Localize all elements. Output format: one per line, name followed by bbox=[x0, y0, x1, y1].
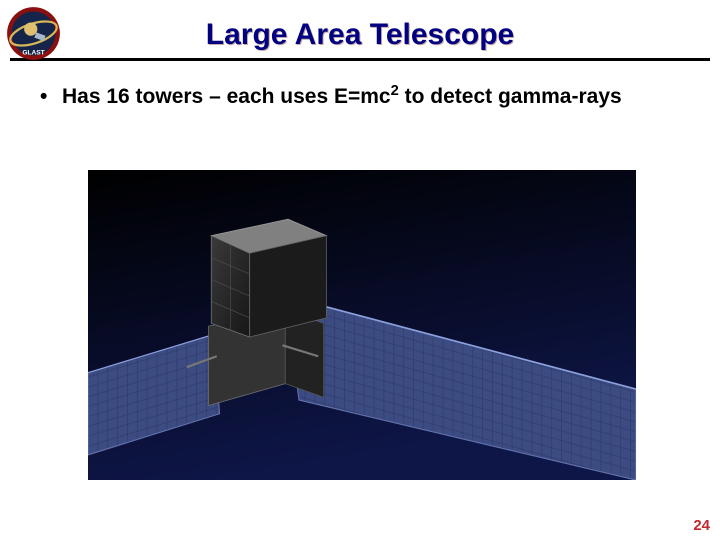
bullet-list: • Has 16 towers – each uses E=mc2 to det… bbox=[0, 61, 720, 111]
slide-title: Large Area Telescope bbox=[206, 18, 514, 52]
bullet-text-suffix: to detect gamma-rays bbox=[399, 85, 622, 108]
logo-label: GLAST bbox=[22, 49, 44, 56]
bullet-marker: • bbox=[40, 83, 62, 111]
spacecraft-figure bbox=[88, 170, 636, 480]
bullet-text-sup: 2 bbox=[391, 83, 399, 99]
mission-logo-icon: GLAST bbox=[6, 6, 61, 61]
bullet-text: Has 16 towers – each uses E=mc2 to detec… bbox=[62, 83, 622, 111]
page-number: 24 bbox=[693, 517, 710, 534]
bullet-item: • Has 16 towers – each uses E=mc2 to det… bbox=[40, 83, 680, 111]
instrument-cube bbox=[211, 219, 326, 337]
bullet-text-prefix: Has 16 towers – each uses E=mc bbox=[62, 85, 391, 108]
